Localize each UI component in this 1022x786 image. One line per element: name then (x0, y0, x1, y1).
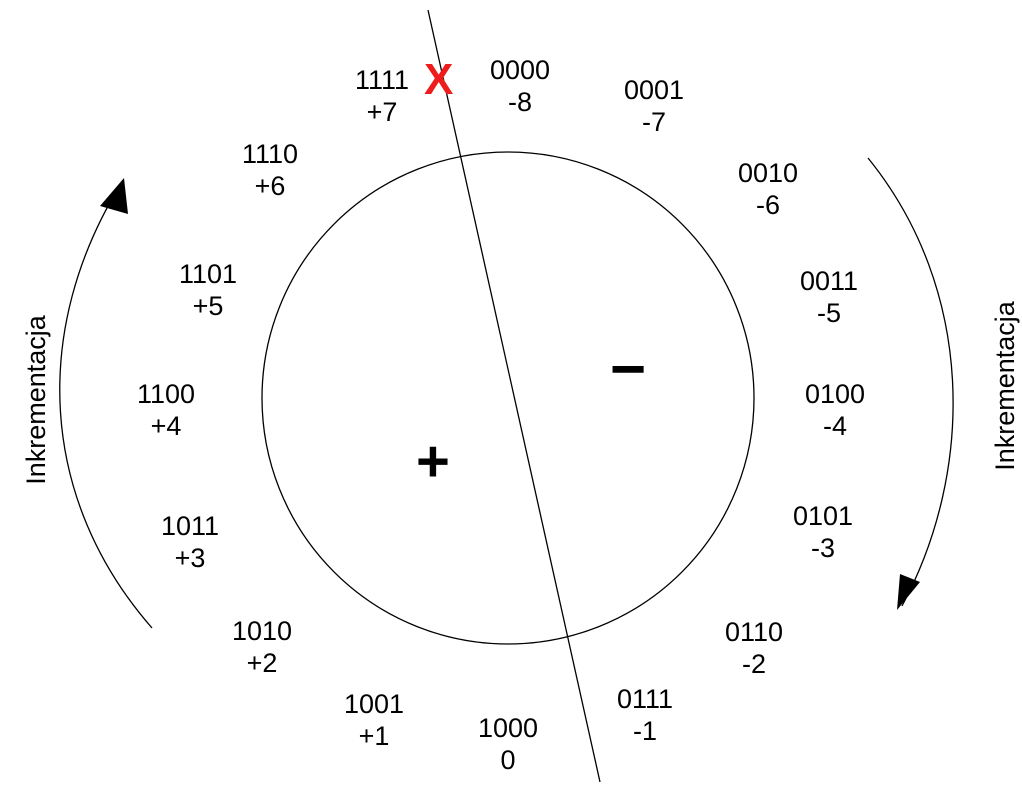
wheel-entry-bits: 0001 (623, 75, 685, 105)
number-wheel-circle (261, 151, 755, 645)
wheel-entry-value: +7 (366, 97, 398, 127)
wheel-entry-bits: 0111 (616, 684, 674, 714)
plus-sign: + (416, 429, 450, 494)
wheel-entry: 0111 -1 (595, 683, 695, 747)
wheel-entry-value: -7 (641, 107, 666, 137)
wheel-entry-bits: 1000 (477, 713, 539, 743)
wheel-entry: 0001 -7 (604, 74, 704, 138)
wheel-entry: 0011 -5 (779, 265, 879, 329)
wheel-entry: 1010 +2 (212, 615, 312, 679)
wheel-entry-value: -2 (741, 649, 766, 679)
wheel-entry-value: -4 (822, 411, 847, 441)
wheel-entry-bits: 1010 (231, 616, 293, 646)
left-arrowhead (100, 178, 128, 214)
wheel-entry: 1011 +3 (140, 510, 240, 574)
wheel-entry: 1000 0 (458, 712, 558, 776)
wheel-entry-value: +2 (246, 648, 278, 678)
wheel-entry-value: +3 (174, 543, 206, 573)
wheel-entry-value: 0 (500, 745, 516, 775)
wheel-entry-value: -5 (816, 298, 841, 328)
wheel-entry-value: -1 (632, 716, 657, 746)
wheel-entry: 0000 -8 (470, 54, 570, 118)
wheel-entry-bits: 1001 (343, 689, 405, 719)
left-increment-arrow (59, 181, 153, 629)
wheel-entry: 0100 -4 (785, 378, 885, 442)
wheel-entry-bits: 0101 (792, 501, 854, 531)
wheel-entry: 1110 +6 (220, 138, 320, 202)
wheel-entry-value: -3 (810, 533, 835, 563)
right-increment-arrow (867, 157, 954, 607)
wheel-entry-value: -6 (755, 190, 780, 220)
wheel-entry-bits: 1110 (241, 139, 299, 169)
wheel-entry-value: -8 (507, 87, 532, 117)
wheel-entry: 1100 +4 (116, 378, 216, 442)
wheel-entry-bits: 1011 (160, 511, 220, 541)
wheel-entry-bits: 1111 (354, 65, 410, 95)
wheel-entry-bits: 0000 (489, 55, 551, 85)
minus-sign: − (610, 335, 647, 404)
wheel-entry-bits: 0110 (724, 617, 784, 647)
wheel-entry-value: +4 (150, 411, 182, 441)
wheel-entry-bits: 1101 (178, 259, 238, 289)
wheel-entry-bits: 0100 (804, 379, 866, 409)
wheel-entry: 0110 -2 (704, 616, 804, 680)
wheel-entry: 0101 -3 (773, 500, 873, 564)
right-arrowhead (897, 574, 920, 610)
overflow-mark: X (424, 55, 454, 104)
wheel-entry-value: +6 (254, 171, 286, 201)
wheel-entry-value: +1 (358, 721, 390, 751)
wheel-entry: 1001 +1 (324, 688, 424, 752)
wheel-entry-bits: 0011 (799, 266, 859, 296)
wheel-entry: 1101 +5 (158, 258, 258, 322)
wheel-entry-bits: 0010 (737, 158, 799, 188)
left-increment-label: Inkrementacja (21, 315, 51, 485)
wheel-entry-bits: 1100 (136, 379, 196, 409)
wheel-entry: 0010 -6 (718, 157, 818, 221)
sign-divider-line (427, 9, 601, 783)
wheel-entry-value: +5 (192, 291, 224, 321)
right-increment-label: Inkrementacja (990, 301, 1020, 471)
wheel-entry: 1111 +7 (332, 64, 432, 128)
